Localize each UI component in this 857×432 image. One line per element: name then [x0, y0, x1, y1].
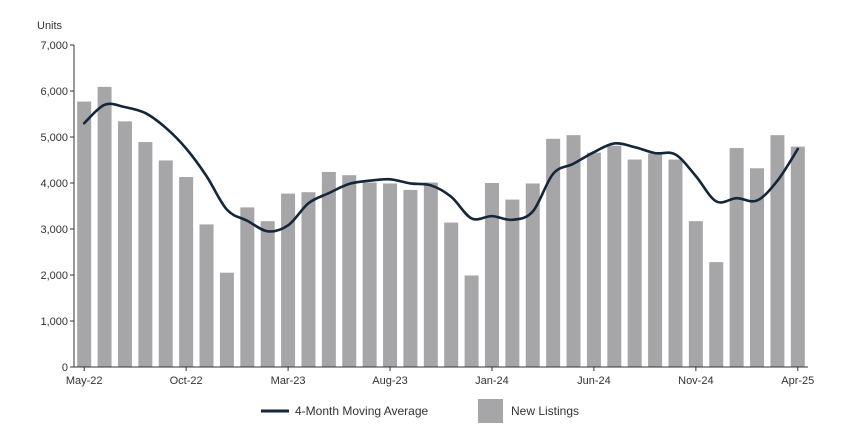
x-axis: May-22 Oct-22 Mar-23 Aug-23 Jan-24 Jun-24 Nov-…	[66, 366, 814, 387]
bar	[281, 193, 296, 367]
legend-bar-swatch	[478, 399, 503, 423]
y-tick-label: 3,000	[40, 224, 68, 236]
bar	[403, 189, 418, 367]
x-tick-label: Oct-22	[170, 375, 203, 387]
bar	[607, 145, 622, 367]
y-axis: 0 1,000 2,000 3,000 4,000 5,000 6,000 7,000	[40, 40, 75, 374]
y-tick-label: 2,000	[40, 270, 68, 282]
bar	[117, 121, 132, 367]
bar	[383, 183, 398, 367]
bar	[321, 171, 336, 367]
bar	[770, 135, 785, 367]
bar	[586, 152, 601, 367]
bar	[464, 275, 479, 367]
bar	[627, 159, 642, 367]
y-tick-label: 5,000	[40, 132, 68, 144]
bar	[260, 221, 275, 367]
y-tick-label: 7,000	[40, 40, 68, 52]
bar	[505, 199, 520, 367]
y-tick-label: 4,000	[40, 178, 68, 190]
x-tick-label: Jun-24	[577, 375, 611, 387]
bar	[525, 183, 540, 367]
y-tick-label: 0	[62, 362, 68, 374]
x-tick-label: Aug-23	[372, 375, 407, 387]
bar	[158, 160, 173, 367]
bar	[219, 272, 234, 367]
bar	[546, 138, 561, 367]
x-tick-label: May-22	[66, 375, 103, 387]
bar	[199, 224, 214, 367]
y-tick-label: 1,000	[40, 316, 68, 328]
bar	[484, 183, 499, 367]
bar	[444, 222, 459, 367]
y-axis-title: Units	[37, 20, 63, 32]
bar	[648, 153, 663, 367]
x-tick-label: Apr-25	[781, 375, 814, 387]
x-tick-label: Jan-24	[475, 375, 509, 387]
bar	[179, 177, 194, 367]
bar	[301, 192, 316, 367]
bar	[688, 221, 703, 367]
x-tick-label: Mar-23	[271, 375, 306, 387]
x-tick-label: Nov-24	[678, 375, 713, 387]
legend: 4-Month Moving Average New Listings	[261, 399, 579, 423]
bar	[342, 175, 357, 367]
moving-average-line	[82, 102, 800, 233]
bar	[97, 86, 112, 368]
bar	[240, 207, 255, 367]
legend-label-new-listings: New Listings	[511, 404, 579, 418]
bar	[77, 101, 92, 367]
y-tick-label: 6,000	[40, 86, 68, 98]
bar	[138, 142, 153, 367]
bar-series	[77, 86, 805, 368]
bar	[709, 262, 724, 367]
bar	[362, 182, 377, 367]
bar	[750, 168, 765, 367]
bar	[566, 135, 581, 367]
bar	[423, 182, 438, 367]
legend-label-moving-average: 4-Month Moving Average	[295, 404, 429, 418]
bar	[729, 148, 744, 367]
bar	[668, 159, 683, 367]
line-series	[82, 102, 800, 233]
bar	[790, 146, 805, 367]
